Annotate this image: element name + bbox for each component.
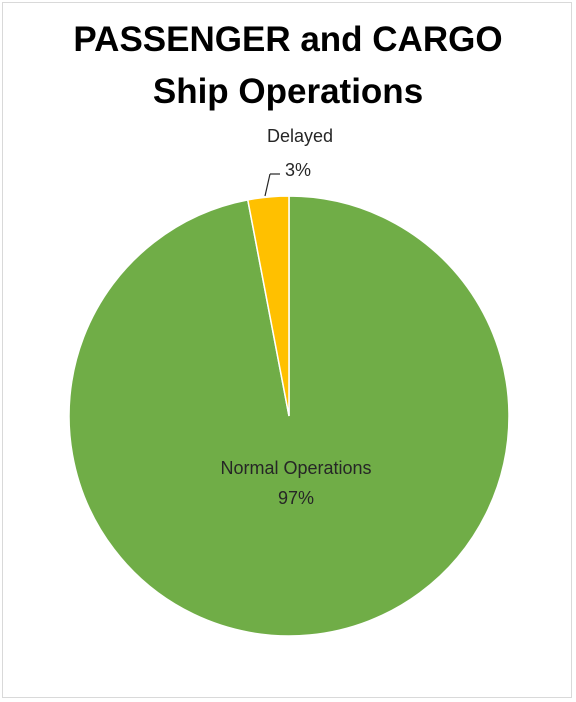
delayed-leader-line: [264, 173, 271, 197]
chart-title-line-2: Ship Operations: [152, 72, 424, 111]
pie-slices: [68, 195, 510, 637]
slice-label-delayed-category: Delayed: [267, 126, 333, 146]
slice-label-delayed-value: 3%: [285, 160, 311, 180]
slice-label-normal-category: Normal Operations: [220, 458, 371, 478]
chart-title-line-1: PASSENGER and CARGO: [73, 20, 503, 59]
slice-label-normal-value: 97%: [278, 488, 314, 508]
chart-title: PASSENGER and CARGO Ship Operations: [0, 14, 576, 118]
pie-slice-delayed: [246, 195, 290, 417]
